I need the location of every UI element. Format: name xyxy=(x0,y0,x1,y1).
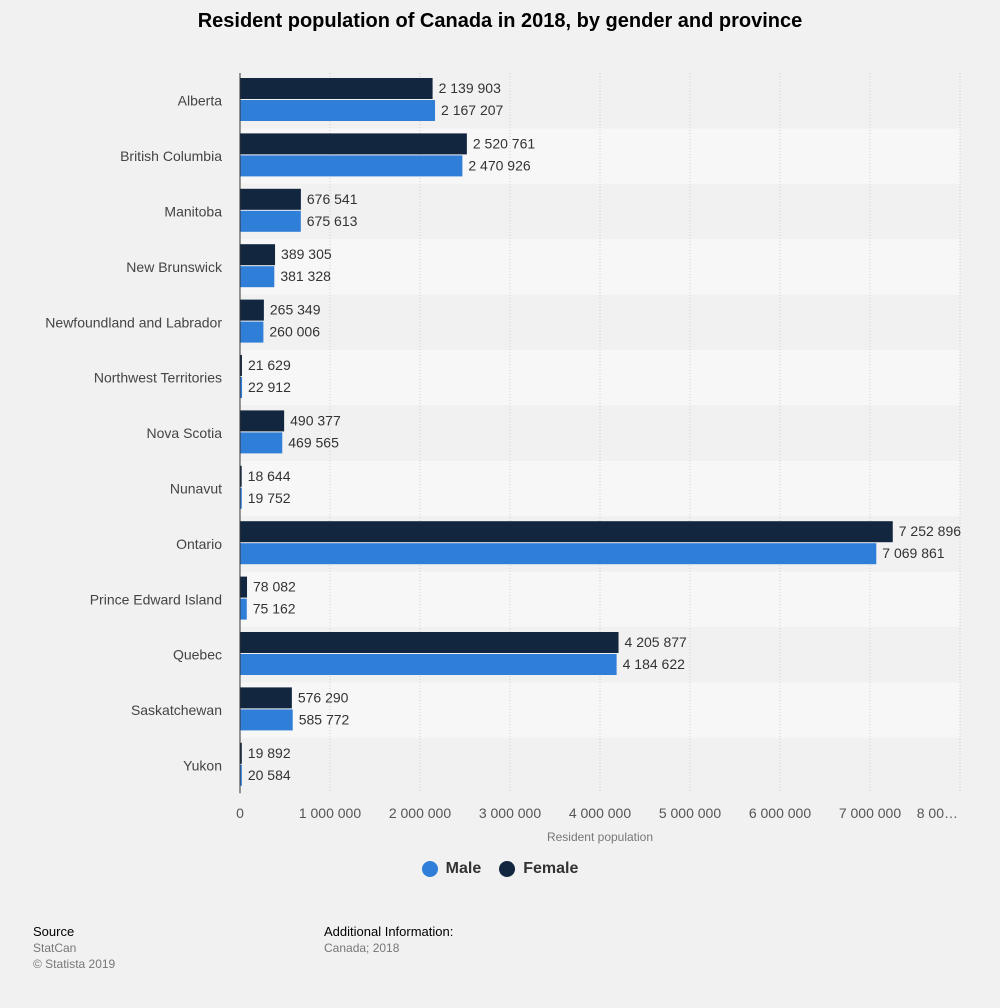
data-label-female: 389 305 xyxy=(281,246,332,262)
data-label-female: 2 139 903 xyxy=(439,80,501,96)
bar-male xyxy=(240,764,242,786)
data-label-female: 78 082 xyxy=(253,579,296,595)
data-label-male: 469 565 xyxy=(288,434,339,450)
data-label-male: 2 470 926 xyxy=(468,157,530,173)
bar-female xyxy=(240,687,292,709)
y-tick-label: Prince Edward Island xyxy=(90,591,222,607)
bar-female xyxy=(240,576,248,598)
legend-label-female: Female xyxy=(523,860,579,877)
bar-female xyxy=(240,299,264,321)
data-label-male: 585 772 xyxy=(299,711,350,727)
x-tick-label: 4 000 000 xyxy=(569,805,631,821)
bar-female xyxy=(240,355,242,376)
additional-info-heading: Additional Information: xyxy=(324,924,454,939)
y-tick-label: Newfoundland and Labrador xyxy=(45,314,222,330)
data-label-male: 4 184 622 xyxy=(623,656,685,672)
bar-male xyxy=(240,487,242,509)
data-label-male: 7 069 861 xyxy=(882,545,944,561)
bar-male xyxy=(240,321,264,343)
y-tick-label: Alberta xyxy=(178,93,223,109)
data-label-female: 676 541 xyxy=(307,191,358,207)
bar-female xyxy=(240,742,242,764)
bar-male xyxy=(240,543,877,565)
source-heading: Source xyxy=(33,924,75,939)
bar-female xyxy=(240,188,301,210)
bar-female xyxy=(240,465,242,487)
y-tick-label: Nunavut xyxy=(170,481,222,497)
source-block: Source StatCan © Statista 2019 xyxy=(33,924,115,972)
bar-female xyxy=(240,410,285,432)
data-label-male: 260 006 xyxy=(269,324,320,340)
male-swatch-icon xyxy=(421,861,438,877)
data-label-male: 2 167 207 xyxy=(441,102,503,118)
source-name[interactable]: StatCan xyxy=(33,941,77,955)
data-label-female: 21 629 xyxy=(248,357,291,373)
data-label-female: 265 349 xyxy=(270,302,321,318)
data-label-female: 19 892 xyxy=(248,745,291,761)
data-label-female: 2 520 761 xyxy=(473,135,535,151)
bar-male xyxy=(240,266,275,288)
bar-male xyxy=(240,155,463,177)
bar-male xyxy=(240,210,301,232)
bar-male xyxy=(240,654,617,675)
x-tick-label: 1 000 000 xyxy=(299,805,361,821)
data-label-male: 22 912 xyxy=(248,379,291,395)
y-tick-label: Yukon xyxy=(183,758,222,774)
x-tick-label: 5 000 000 xyxy=(659,805,721,821)
bar-male xyxy=(240,432,283,454)
chart-title: Resident population of Canada in 2018, b… xyxy=(197,10,803,32)
row-band xyxy=(240,571,960,627)
bar-female xyxy=(240,78,433,99)
bar-male xyxy=(240,598,247,620)
data-label-female: 4 205 877 xyxy=(625,634,687,650)
data-label-female: 576 290 xyxy=(298,689,349,705)
y-tick-label: New Brunswick xyxy=(126,259,223,275)
x-tick-label: 6 000 000 xyxy=(749,805,811,821)
legend: Male Female xyxy=(0,860,1000,878)
legend-label-male: Male xyxy=(445,860,482,877)
x-tick-label: 3 000 000 xyxy=(479,805,541,821)
y-tick-label: Nova Scotia xyxy=(147,425,223,441)
row-band xyxy=(240,460,960,517)
bar-chart: Alberta 2 139 903 2 167 207 British Columbi… xyxy=(45,73,961,821)
y-tick-label: Saskatchewan xyxy=(131,702,222,718)
additional-info-text: Canada; 2018 xyxy=(324,941,400,955)
bar-female xyxy=(240,632,619,653)
data-label-male: 19 752 xyxy=(248,490,291,506)
x-axis-title: Resident population xyxy=(546,830,654,844)
data-label-male: 75 162 xyxy=(253,601,296,617)
x-tick-label: 7 000 000 xyxy=(839,805,901,821)
bar-male xyxy=(240,377,243,398)
copyright[interactable]: © Statista 2019 xyxy=(33,957,116,971)
row-band xyxy=(240,350,960,406)
bar-female xyxy=(240,244,276,266)
bar-female xyxy=(240,521,893,543)
data-label-male: 381 328 xyxy=(280,268,331,284)
x-tick-label: 2 000 000 xyxy=(389,805,451,821)
data-label-female: 18 644 xyxy=(248,468,291,484)
row-band xyxy=(240,737,960,794)
legend-item-female[interactable]: Female xyxy=(499,860,578,878)
y-tick-label: British Columbia xyxy=(120,148,222,164)
legend-item-male[interactable]: Male xyxy=(421,860,482,878)
y-tick-label: Manitoba xyxy=(164,204,222,220)
data-label-male: 675 613 xyxy=(307,213,358,229)
female-swatch-icon xyxy=(499,861,516,877)
additional-info-block: Additional Information: Canada; 2018 xyxy=(324,924,453,956)
x-tick-label: 8 00… xyxy=(917,805,958,821)
bar-male xyxy=(240,709,293,731)
x-tick-label: 0 xyxy=(236,805,244,821)
bar-female xyxy=(240,133,467,155)
data-label-female: 490 377 xyxy=(290,412,341,428)
data-label-female: 7 252 896 xyxy=(899,523,961,539)
data-label-male: 20 584 xyxy=(248,767,291,783)
y-tick-label: Quebec xyxy=(173,647,222,663)
bar-male xyxy=(240,100,436,121)
y-tick-label: Ontario xyxy=(176,536,222,552)
y-tick-label: Northwest Territories xyxy=(94,370,222,386)
row-band xyxy=(240,239,960,295)
